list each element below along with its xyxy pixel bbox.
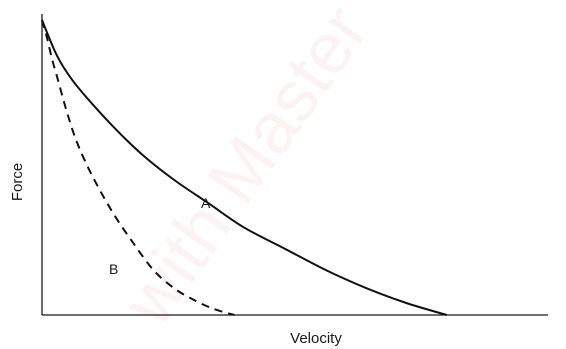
series-line-b: [41, 19, 235, 316]
curve-label-b: B: [109, 261, 118, 277]
watermark: with Master: [107, 0, 384, 340]
series-layer: [41, 19, 448, 316]
series-line-a: [41, 19, 448, 316]
curve-label-a: A: [201, 195, 211, 211]
y-axis-label: Force: [9, 163, 26, 201]
x-axis-label: Velocity: [290, 330, 342, 347]
